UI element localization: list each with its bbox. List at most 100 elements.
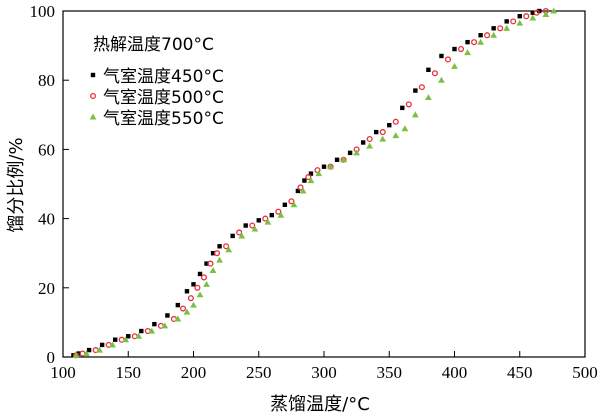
data-point xyxy=(190,301,197,308)
data-point xyxy=(477,38,484,45)
legend-title: 热解温度700°C xyxy=(93,35,214,55)
x-tick-label: 500 xyxy=(572,363,598,382)
data-point xyxy=(400,105,405,111)
data-point xyxy=(490,31,498,38)
data-point xyxy=(213,250,221,257)
data-point xyxy=(148,327,156,334)
series-3 xyxy=(72,7,558,358)
data-point xyxy=(516,19,524,26)
y-tick-label: 40 xyxy=(38,210,55,229)
data-point xyxy=(230,233,235,239)
series-1 xyxy=(71,8,542,358)
data-point xyxy=(217,244,222,249)
x-tick-label: 350 xyxy=(377,363,403,382)
data-point xyxy=(203,280,210,287)
data-point xyxy=(533,9,540,16)
data-point xyxy=(510,18,517,25)
data-point xyxy=(529,14,537,21)
data-point xyxy=(542,11,550,18)
data-point xyxy=(122,336,130,343)
data-point xyxy=(379,129,386,136)
data-point xyxy=(426,67,431,73)
data-point xyxy=(431,70,438,77)
y-tick-label: 60 xyxy=(38,140,55,159)
data-point xyxy=(387,122,392,128)
data-point xyxy=(299,187,307,194)
data-point xyxy=(262,215,269,222)
data-point xyxy=(452,46,457,52)
data-point xyxy=(225,246,233,253)
data-point xyxy=(517,13,522,19)
data-point xyxy=(180,305,187,312)
data-point xyxy=(197,271,203,277)
legend-label: 气室温度450°C xyxy=(103,67,224,87)
data-point xyxy=(288,198,295,205)
data-point xyxy=(223,243,230,250)
data-point xyxy=(340,156,347,163)
data-point xyxy=(194,284,201,291)
data-point xyxy=(413,88,418,93)
data-point xyxy=(360,140,366,145)
data-point xyxy=(295,188,301,194)
data-point xyxy=(96,346,103,353)
data-point xyxy=(401,125,409,132)
data-point xyxy=(392,118,399,125)
data-point xyxy=(478,33,483,38)
series-2 xyxy=(73,7,549,359)
data-point xyxy=(484,32,491,39)
data-point xyxy=(347,150,353,156)
data-point xyxy=(444,56,452,63)
data-point xyxy=(418,84,425,91)
data-point xyxy=(249,222,256,229)
data-point xyxy=(135,332,143,339)
x-tick-label: 100 xyxy=(50,363,76,382)
data-point xyxy=(297,184,304,191)
data-point xyxy=(269,212,274,218)
data-point xyxy=(275,208,282,215)
data-point xyxy=(315,170,323,177)
x-tick-label: 400 xyxy=(442,363,468,382)
data-point xyxy=(523,13,530,20)
x-tick-label: 250 xyxy=(246,363,272,382)
data-point xyxy=(550,7,558,14)
data-point xyxy=(236,229,243,236)
y-tick-label: 0 xyxy=(47,348,56,367)
data-point xyxy=(139,328,144,334)
data-point xyxy=(307,177,315,184)
data-point xyxy=(302,178,307,183)
data-point xyxy=(72,351,80,358)
data-point xyxy=(504,19,509,24)
data-point xyxy=(439,53,444,59)
data-point xyxy=(464,49,471,56)
data-point xyxy=(308,171,314,176)
data-point xyxy=(457,46,465,53)
data-point xyxy=(471,39,478,46)
data-point xyxy=(183,308,191,315)
data-point xyxy=(305,174,312,181)
data-point xyxy=(243,223,248,228)
data-point xyxy=(438,76,445,83)
legend-marker xyxy=(89,92,97,100)
legend-marker xyxy=(90,72,96,78)
legend-marker xyxy=(89,113,97,120)
data-point xyxy=(282,202,288,207)
data-point xyxy=(366,142,374,149)
data-point xyxy=(334,157,340,162)
data-point xyxy=(379,135,387,142)
data-point xyxy=(327,163,334,170)
data-point xyxy=(290,201,298,208)
data-point xyxy=(152,321,157,327)
data-point xyxy=(530,10,535,15)
data-point xyxy=(425,94,432,101)
data-point xyxy=(366,135,373,143)
data-point xyxy=(405,101,412,108)
data-point xyxy=(99,342,105,348)
data-point xyxy=(216,256,223,263)
data-point xyxy=(161,322,169,329)
data-point xyxy=(83,350,90,357)
data-point xyxy=(191,282,196,287)
data-point xyxy=(187,295,194,302)
data-point xyxy=(76,351,81,356)
x-tick-label: 200 xyxy=(181,363,207,382)
